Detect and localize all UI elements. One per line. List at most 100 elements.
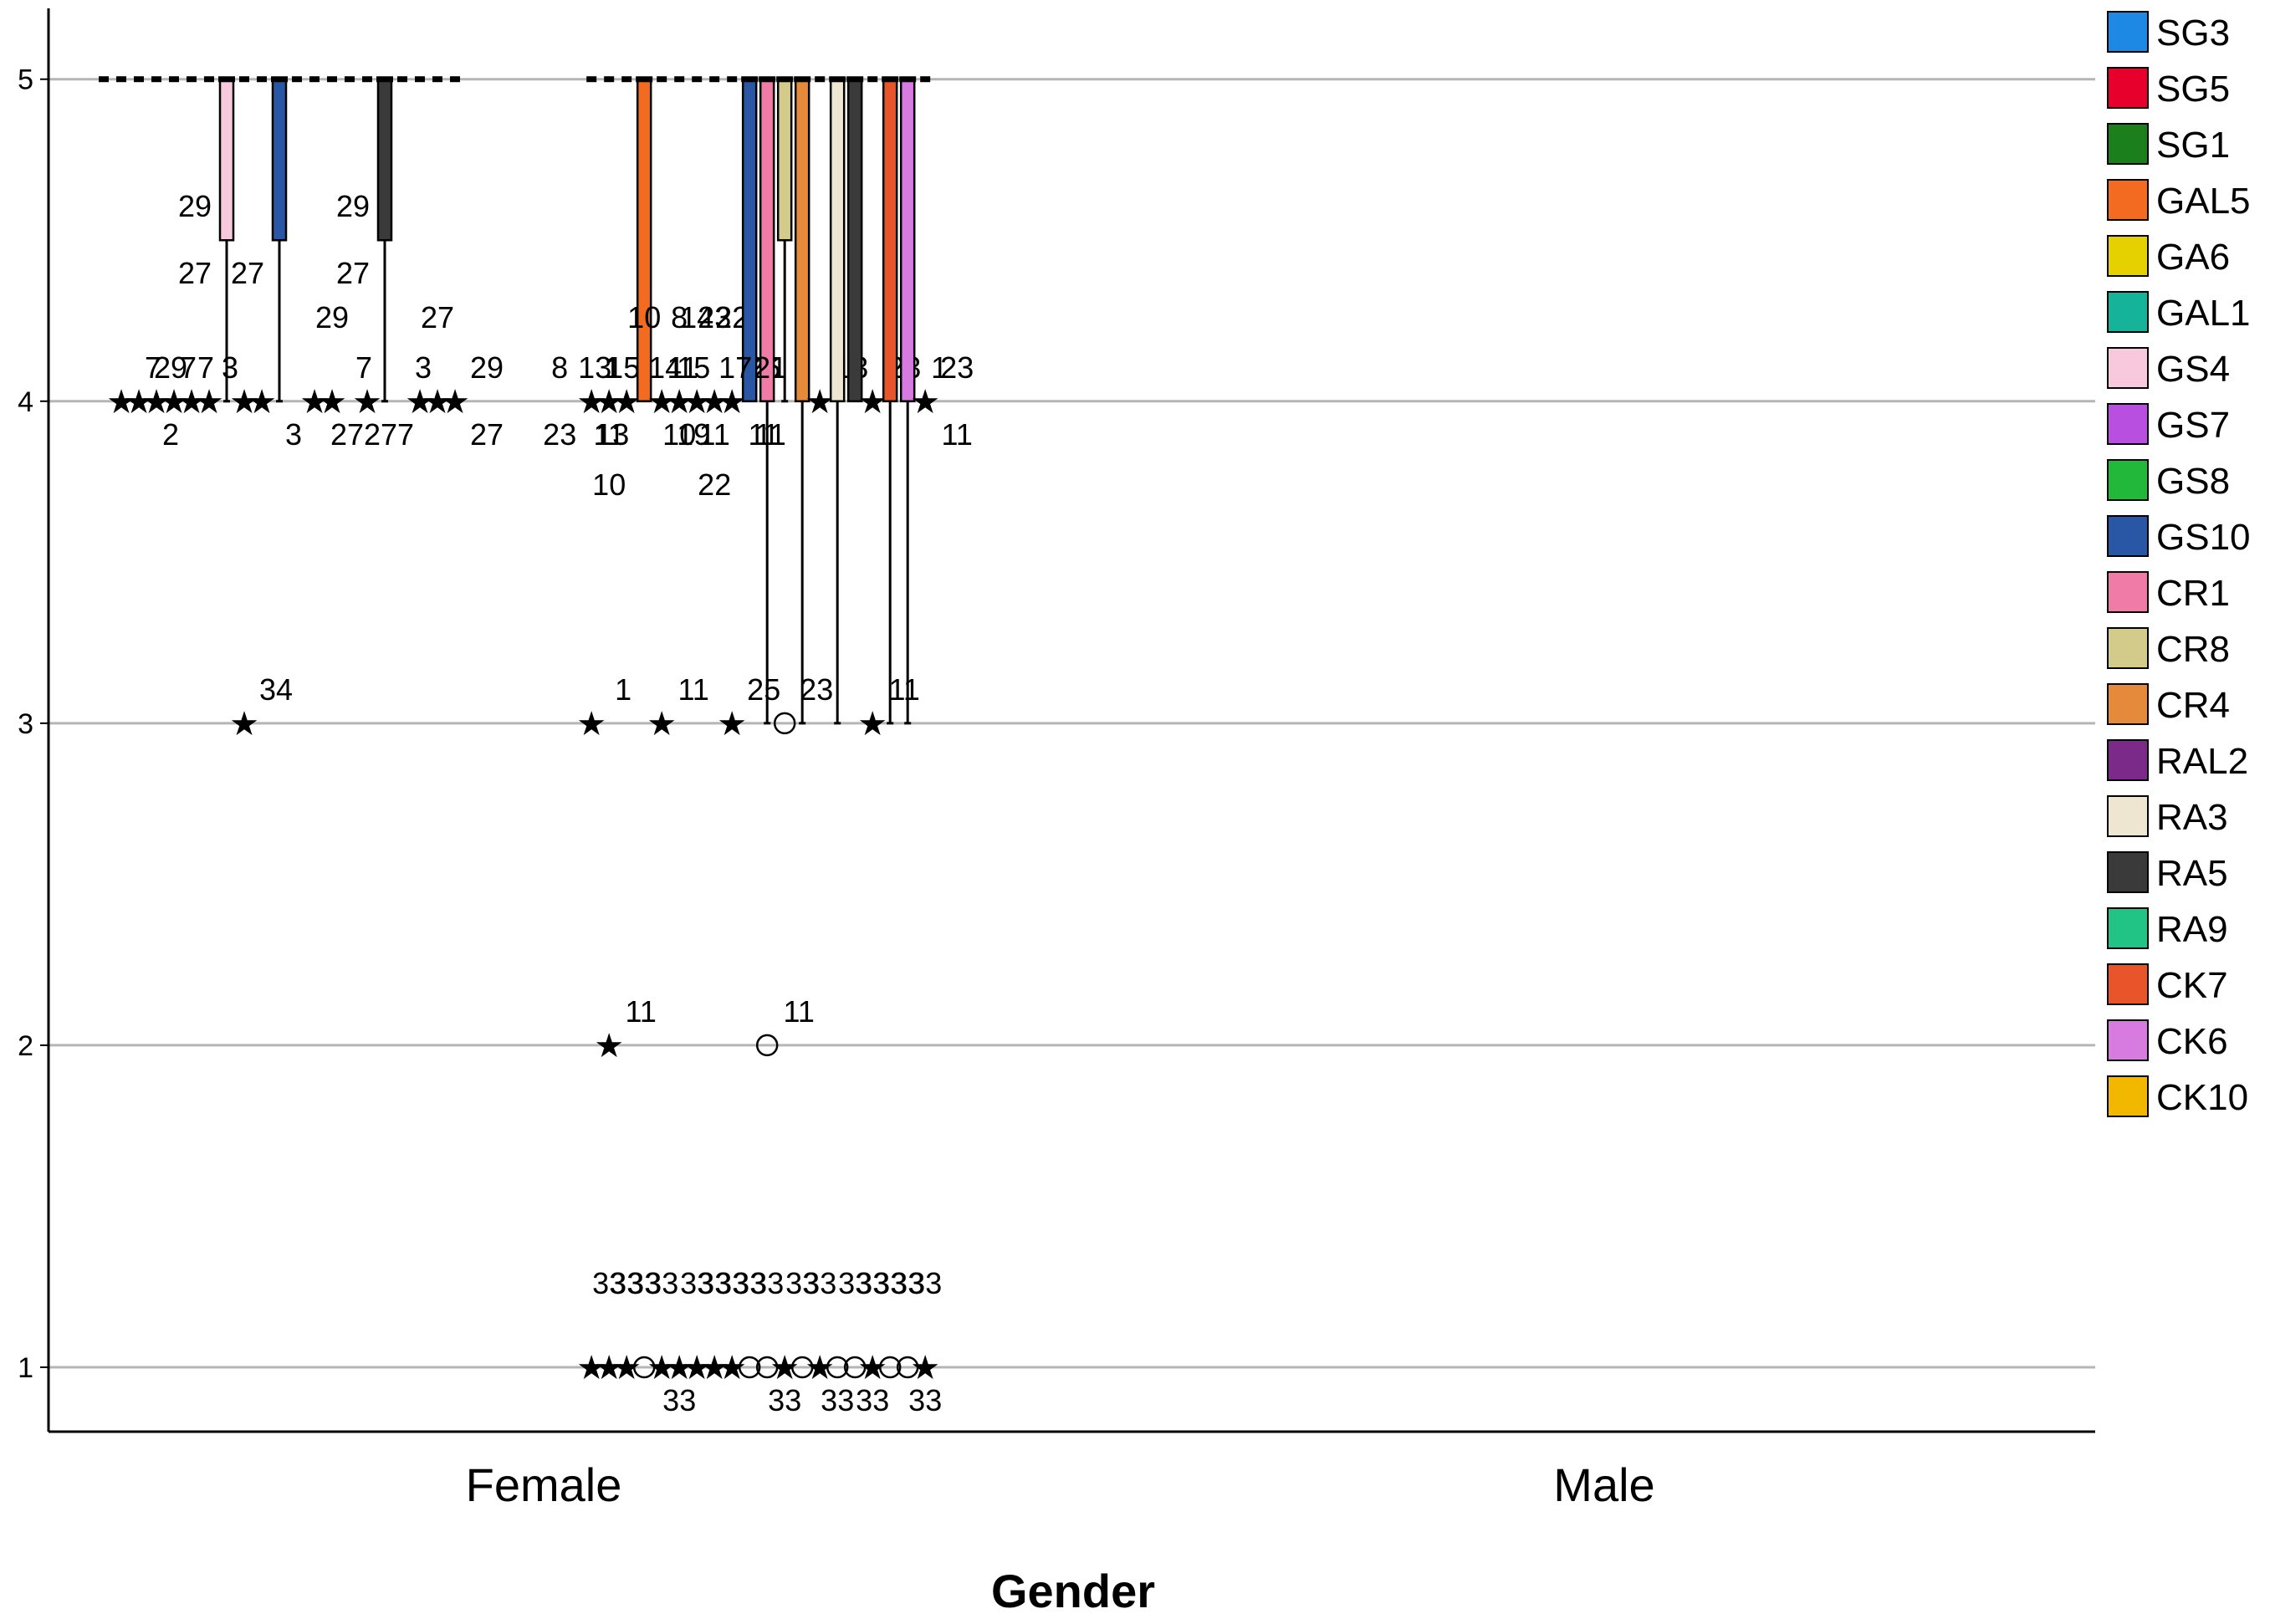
box-ra3 [829, 78, 846, 403]
median-dash [327, 76, 337, 83]
outlier-star: ★ [176, 383, 207, 421]
case-label: 33 [750, 1266, 784, 1300]
case-label: 14 [680, 300, 713, 335]
legend-label-sg1: SG1 [2156, 125, 2230, 166]
legend-swatch-cr4 [2107, 683, 2149, 725]
y-tick-label: 2 [18, 1030, 33, 1062]
legend-label-ga6: GA6 [2156, 237, 2230, 278]
outlier-star: ★ [857, 705, 887, 743]
median-dash [345, 76, 355, 83]
outlier-star: ★ [699, 1349, 729, 1387]
legend-label-sg3: SG3 [2156, 13, 2230, 54]
outlier-star: ★ [664, 1349, 694, 1387]
case-label: 8 [671, 300, 688, 335]
outlier-star: ★ [352, 383, 382, 421]
median-dash [292, 76, 302, 83]
case-label: 34 [259, 672, 293, 707]
outlier-star: ★ [682, 383, 712, 421]
case-label: 29 [315, 300, 349, 335]
case-label: 33 [803, 1266, 836, 1300]
legend-swatch-gal1 [2107, 291, 2149, 333]
case-label: 33 [592, 1266, 626, 1300]
case-label: 11 [699, 417, 730, 452]
y-axis: 1 2 3 4 5 [18, 8, 50, 1432]
outlier-star: ★ [647, 1349, 677, 1387]
median-dash [151, 76, 161, 83]
outlier-star: ★ [194, 383, 224, 421]
case-label: 29 [470, 350, 504, 385]
legend-swatch-gs8 [2107, 459, 2149, 501]
legend-label-ck6: CK6 [2156, 1021, 2228, 1062]
case-label: 7 [145, 350, 161, 385]
case-label: 15 [677, 350, 710, 385]
case-label: 7 [355, 350, 372, 385]
box-ra5 [846, 78, 863, 403]
category-label-female: Female [466, 1458, 622, 1511]
outlier-star: ★ [576, 1349, 606, 1387]
x-axis-title: Gender [991, 1565, 1155, 1617]
median-dash [204, 76, 214, 83]
outlier-star: ★ [857, 1349, 887, 1387]
box-gs10 [271, 78, 288, 242]
case-label: 33 [856, 1383, 889, 1417]
outlier-circle [790, 1356, 814, 1379]
category-label-male: Male [1553, 1458, 1654, 1511]
legend-swatch-sg3 [2107, 11, 2149, 53]
case-label: 29 [154, 350, 187, 385]
case-label: 23 [940, 350, 974, 385]
median-dash [99, 76, 109, 83]
case-label: 27 [336, 256, 370, 290]
case-label: 33 [610, 1266, 643, 1300]
legend-swatch-ck10 [2107, 1075, 2149, 1117]
x-axis: Female Male [49, 1430, 2095, 1511]
outlier-star: ★ [594, 1027, 624, 1065]
case-label: 29 [336, 189, 370, 223]
case-label: 33 [873, 1266, 907, 1300]
median-dash [920, 76, 931, 83]
legend-label-gs4: GS4 [2156, 349, 2230, 390]
case-label: 2 [162, 417, 179, 452]
case-label: 10 [662, 417, 696, 452]
outlier-star: ★ [647, 383, 677, 421]
outlier-circle [826, 1356, 849, 1379]
case-label: 14 [648, 350, 682, 385]
median-dash [169, 76, 179, 83]
case-label: 33 [715, 1266, 749, 1300]
case-label: 27 [231, 256, 264, 290]
legend-label-ra9: RA9 [2156, 909, 2228, 950]
median-dash [604, 76, 615, 83]
outlier-star: ★ [141, 383, 171, 421]
legend-label-gs10: GS10 [2156, 517, 2251, 558]
outlier-star: ★ [229, 705, 259, 743]
legend-swatch-sg5 [2107, 67, 2149, 109]
case-label: 33 [856, 1266, 889, 1300]
case-label: 11 [942, 417, 973, 452]
case-label: 33 [680, 1266, 713, 1300]
box-ck7 [882, 78, 898, 403]
median-dash [815, 76, 826, 83]
box-cr8 [776, 78, 793, 242]
outlier-circle [773, 712, 796, 735]
case-label: 2727 [330, 417, 397, 452]
case-label: 11 [889, 672, 920, 707]
outlier-star: ★ [422, 383, 452, 421]
y-tick-label: 1 [18, 1352, 33, 1384]
case-label: 11 [784, 994, 815, 1029]
legend-label-cr8: CR8 [2156, 629, 2230, 670]
median-dash [657, 76, 667, 83]
outlier-star: ★ [717, 1349, 747, 1387]
median-dash [415, 76, 425, 83]
case-label: 22 [698, 467, 731, 502]
outlier-star: ★ [576, 383, 606, 421]
box-cr4 [794, 78, 810, 403]
outlier-star: ★ [699, 383, 729, 421]
outlier-star: ★ [910, 383, 940, 421]
legend-swatch-ral2 [2107, 739, 2149, 781]
legend-label-ral2: RAL2 [2156, 741, 2248, 782]
outlier-star: ★ [247, 383, 277, 421]
legend-swatch-cr8 [2107, 627, 2149, 669]
case-label: 25 [747, 672, 780, 707]
median-dash [692, 76, 703, 83]
outlier-star: ★ [317, 383, 347, 421]
outlier-star: ★ [299, 383, 330, 421]
